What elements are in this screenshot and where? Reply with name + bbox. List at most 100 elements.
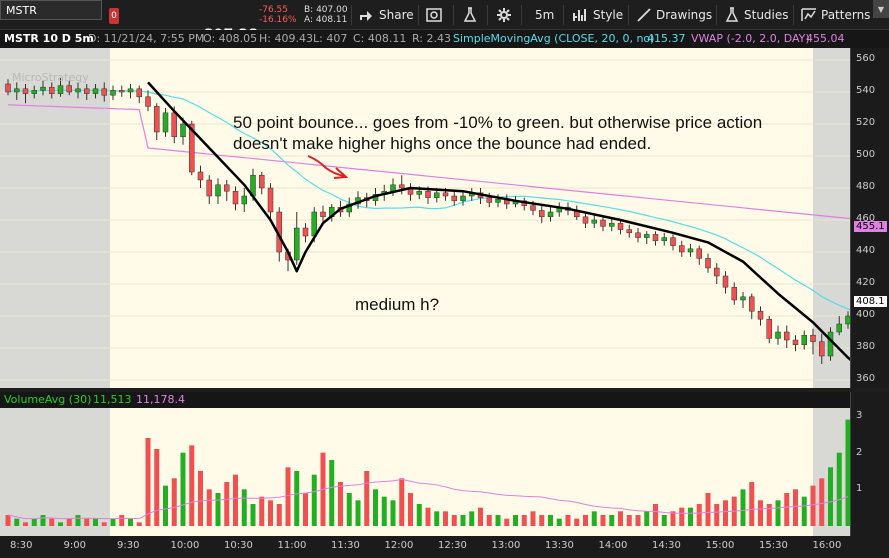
patterns-icon[interactable] bbox=[801, 7, 817, 23]
bar-close: C: 408.11 bbox=[353, 32, 407, 45]
candle-body bbox=[92, 88, 99, 94]
vwap-label[interactable]: VWAP (-2.0, 2.0, DAY) bbox=[691, 32, 810, 45]
volume-bar bbox=[381, 496, 387, 526]
volume-study-label[interactable]: VolumeAvg (30) bbox=[4, 393, 92, 406]
volume-bar bbox=[5, 515, 11, 526]
candle-body bbox=[670, 237, 676, 246]
time-axis-label: 10:30 bbox=[224, 540, 253, 551]
timeframe-button[interactable]: 5m bbox=[535, 8, 555, 22]
volume-bar bbox=[198, 471, 203, 526]
chart-header: MSTR 10 D 5m D: 11/21/24, 7:55 PM O: 408… bbox=[0, 30, 889, 48]
divider bbox=[521, 5, 522, 25]
symbol-input[interactable]: MSTR ▼ bbox=[0, 0, 889, 20]
candle-body bbox=[495, 198, 501, 203]
candle-body bbox=[5, 83, 11, 93]
volume-bar bbox=[154, 449, 160, 526]
volume-bar bbox=[653, 504, 658, 526]
candle-body bbox=[110, 90, 116, 96]
volume-bar bbox=[504, 518, 510, 526]
time-axis-label: 9:00 bbox=[63, 540, 86, 551]
bar-range: R: 2.43 bbox=[412, 32, 451, 45]
candle-body bbox=[294, 227, 300, 261]
candle-body bbox=[766, 318, 772, 339]
drawings-button[interactable]: Drawings bbox=[656, 8, 713, 22]
volume-bar bbox=[705, 493, 711, 526]
share-icon[interactable] bbox=[358, 7, 374, 23]
share-button[interactable]: Share bbox=[379, 8, 414, 22]
volume-bar bbox=[285, 467, 291, 526]
candle-body bbox=[486, 197, 492, 203]
candle-body bbox=[154, 106, 160, 133]
volume-bar bbox=[224, 482, 230, 526]
candle-body bbox=[101, 88, 107, 96]
volume-bar bbox=[40, 515, 46, 526]
pane-divider[interactable] bbox=[0, 388, 889, 392]
volume-bar bbox=[416, 504, 422, 526]
volume-bar bbox=[145, 438, 151, 526]
volume-axis-label: 3 bbox=[856, 410, 863, 421]
gear-icon[interactable] bbox=[496, 7, 512, 23]
divider bbox=[628, 5, 629, 25]
studies-flask-icon[interactable] bbox=[724, 7, 740, 23]
volume-bar bbox=[58, 522, 63, 526]
style-icon[interactable] bbox=[572, 7, 588, 23]
candle-body bbox=[731, 286, 737, 301]
candle-body bbox=[836, 323, 842, 333]
symbol-dropdown-icon[interactable]: ▼ bbox=[873, 0, 889, 18]
volume-bar bbox=[408, 493, 413, 526]
sma-label[interactable]: SimpleMovingAvg (CLOSE, 20, 0, no) bbox=[453, 32, 655, 45]
candle-body bbox=[206, 179, 212, 197]
flask-icon[interactable] bbox=[462, 7, 478, 23]
volume-bar bbox=[556, 518, 562, 526]
watermark-logo: MicroStrategy bbox=[12, 71, 89, 84]
volume-bar bbox=[469, 511, 475, 526]
candle-body bbox=[40, 86, 46, 91]
drawing-line-icon[interactable] bbox=[636, 7, 652, 23]
candle-body bbox=[127, 88, 134, 93]
annotation-text-line2[interactable]: doesn't make higher highs once the bounc… bbox=[233, 134, 652, 153]
volume-bar bbox=[670, 511, 676, 526]
bar-low: L: 407 bbox=[313, 32, 348, 45]
price-axis-label: 400 bbox=[856, 309, 876, 320]
price-chart-pane[interactable]: MicroStrategy 50 point bounce... goes fr… bbox=[0, 48, 850, 388]
candle-body bbox=[784, 331, 790, 341]
style-button[interactable]: Style bbox=[593, 8, 624, 22]
price-axis-label: 460 bbox=[856, 213, 876, 224]
volume-bar bbox=[355, 500, 361, 526]
volume-axis[interactable]: 3 2 1 bbox=[850, 392, 889, 536]
volume-bar bbox=[93, 518, 98, 526]
price-axis-label: 420 bbox=[856, 277, 876, 288]
volume-bar bbox=[723, 500, 728, 526]
volume-bar bbox=[626, 515, 632, 526]
volume-axis-label: 2 bbox=[856, 446, 863, 458]
grid-layout-icon[interactable] bbox=[426, 7, 442, 23]
volume-bar bbox=[259, 496, 265, 526]
price-axis[interactable]: 560 540 520 500 480 460 440 420 400 380 360 455.1 40… bbox=[850, 48, 889, 388]
net-change: -76.55 bbox=[259, 5, 289, 15]
annotation-text-line1[interactable]: 50 point bounce... goes from -10% to gre… bbox=[233, 113, 763, 132]
time-axis-label: 14:00 bbox=[598, 540, 628, 551]
time-axis[interactable]: 8:30 9:00 9:30 10:00 10:30 11:00 11:30 12:00 12:… bbox=[0, 536, 889, 558]
patterns-button[interactable]: Patterns bbox=[821, 8, 871, 22]
volume-pane[interactable] bbox=[0, 408, 850, 536]
volume-avg-value: 11,178.4 bbox=[136, 393, 185, 406]
time-axis-label: 13:30 bbox=[545, 540, 574, 551]
candle-body bbox=[792, 339, 799, 346]
candle-body bbox=[31, 90, 37, 94]
annotation-medium[interactable]: medium h? bbox=[355, 295, 440, 314]
link-group-icon[interactable]: 0 bbox=[109, 8, 119, 24]
chart-title[interactable]: MSTR 10 D 5m bbox=[4, 32, 94, 45]
volume-bar bbox=[644, 511, 650, 526]
change-box: -76.55 -16.16% bbox=[259, 5, 297, 25]
volume-bar bbox=[110, 518, 116, 526]
candle-body bbox=[845, 315, 850, 325]
volume-chart-svg bbox=[0, 408, 850, 536]
volume-bar bbox=[618, 511, 623, 526]
volume-bar bbox=[364, 471, 370, 526]
studies-button[interactable]: Studies bbox=[744, 8, 789, 22]
volume-bar bbox=[163, 485, 168, 526]
candle-body bbox=[582, 216, 589, 224]
volume-bar bbox=[600, 515, 606, 526]
divider bbox=[418, 5, 419, 25]
candle-body bbox=[162, 112, 169, 133]
